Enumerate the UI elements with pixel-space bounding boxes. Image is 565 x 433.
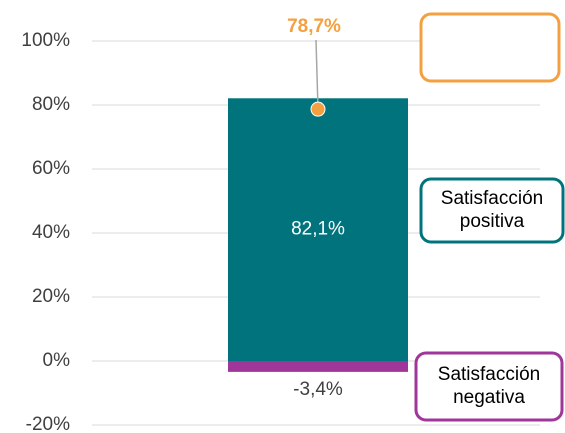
y-tick-label: 100%: [21, 30, 70, 51]
legend-label: Satisfacción positiva: [441, 188, 543, 232]
leader-line: [315, 39, 319, 110]
y-tick-label: -20%: [26, 414, 70, 433]
data-label: -3,4%: [293, 379, 343, 400]
y-tick-label: 80%: [32, 94, 70, 115]
legend-label: Satisfacción negativa: [438, 364, 540, 408]
legend-box: [419, 177, 565, 244]
y-tick-label: 40%: [32, 222, 70, 243]
bar-segment: [228, 361, 408, 372]
y-tick-label: 60%: [32, 158, 70, 179]
legend-box: [419, 12, 561, 83]
y-tick-label: 0%: [43, 350, 71, 371]
data-label: 82,1%: [291, 219, 345, 240]
y-tick-label: 20%: [32, 286, 70, 307]
legend-box: [414, 351, 564, 422]
isn-point: [310, 101, 326, 117]
data-label: 78,7%: [287, 16, 341, 37]
bar-segment: [228, 98, 408, 361]
